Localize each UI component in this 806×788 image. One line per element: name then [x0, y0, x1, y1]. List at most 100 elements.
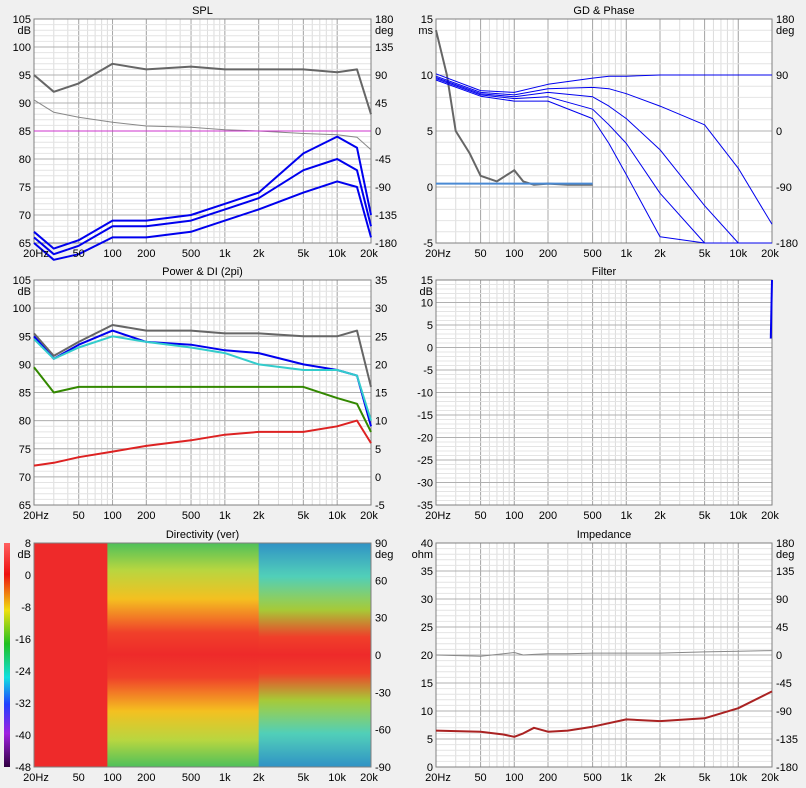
y-tick-label: 25: [421, 622, 433, 634]
y-axis-unit: ms: [418, 25, 433, 37]
chart-title: Filter: [592, 266, 617, 278]
y2-tick-label: 180: [776, 538, 794, 550]
y2-tick-label: -135: [375, 210, 397, 222]
y-axis-unit: dB: [18, 286, 31, 298]
x-tick-label: 2k: [253, 510, 265, 522]
x-tick-label: 2k: [654, 510, 666, 522]
y-tick-label: -32: [15, 698, 31, 710]
y-tick-label: 100: [13, 303, 31, 315]
x-tick-label: 20Hz: [23, 510, 49, 522]
chart-panel-5: Directivity (ver) 20Hz 50 100 200 500 1k 2k 5k 10…: [4, 529, 393, 784]
x-tick-label: 10k: [729, 248, 747, 260]
x-tick-label: 5k: [298, 510, 310, 522]
x-tick-label: 20k: [360, 248, 378, 260]
y-tick-label: -24: [15, 666, 31, 678]
y2-tick-label: 90: [776, 70, 788, 82]
y-tick-label: 90: [19, 359, 31, 371]
y2-axis-unit: deg: [776, 549, 794, 561]
x-tick-label: 1k: [620, 772, 632, 784]
x-tick-label: 20Hz: [425, 772, 451, 784]
y2-tick-label: 90: [375, 70, 387, 82]
y-tick-label: 5: [427, 320, 433, 332]
y-tick-label: 10: [421, 298, 433, 310]
x-tick-label: 5k: [298, 248, 310, 260]
y-tick-label: 8: [25, 538, 31, 550]
y2-tick-label: 30: [375, 303, 387, 315]
y2-tick-label: -90: [776, 706, 792, 718]
y-tick-label: 20: [421, 650, 433, 662]
y-tick-label: 40: [421, 538, 433, 550]
x-tick-label: 2k: [654, 772, 666, 784]
y-tick-label: 100: [13, 42, 31, 54]
y-tick-label: 35: [421, 566, 433, 578]
colorbar: [4, 543, 10, 767]
series-line: [33, 62, 372, 115]
x-tick-label: 50: [73, 248, 85, 260]
x-tick-label: 1k: [620, 248, 632, 260]
chart-panel-1: SPL 20Hz 50 100 200 500 1k 2k 5k 10k 20k 105 100 95 90…: [13, 5, 397, 261]
x-tick-label: 2k: [253, 772, 265, 784]
plot-border: [435, 279, 773, 506]
y2-tick-label: 0: [776, 650, 782, 662]
y2-tick-label: 90: [375, 538, 387, 550]
y-tick-label: 65: [19, 500, 31, 512]
y-tick-label: 0: [25, 570, 31, 582]
y-axis-unit: dB: [420, 286, 433, 298]
y-axis-unit: ohm: [412, 549, 433, 561]
x-tick-label: 5k: [699, 248, 711, 260]
x-tick-label: 20Hz: [23, 248, 49, 260]
y-axis-unit: dB: [18, 549, 31, 561]
x-tick-label: 1k: [219, 248, 231, 260]
x-tick-label: 10k: [729, 510, 747, 522]
plot-border: [33, 542, 372, 768]
y-tick-label: -5: [423, 365, 433, 377]
x-tick-label: 200: [539, 248, 557, 260]
chart-title: SPL: [192, 5, 213, 17]
y2-tick-label: 45: [375, 98, 387, 110]
phase-line: [435, 73, 772, 93]
y-tick-label: -5: [423, 238, 433, 250]
y2-tick-label: 30: [375, 613, 387, 625]
chart-title: Power & DI (2pi): [162, 266, 243, 278]
chart-title: Impedance: [577, 529, 631, 541]
x-tick-label: 20k: [360, 772, 378, 784]
x-tick-label: 500: [583, 248, 601, 260]
series-line: [435, 650, 773, 657]
y2-tick-label: 0: [776, 126, 782, 138]
x-tick-label: 20Hz: [23, 772, 49, 784]
x-tick-label: 500: [182, 772, 200, 784]
series-line: [33, 99, 372, 151]
y-tick-label: 5: [427, 734, 433, 746]
series-line: [33, 135, 372, 250]
x-tick-label: 50: [474, 510, 486, 522]
x-tick-label: 50: [474, 772, 486, 784]
y-tick-label: 80: [19, 154, 31, 166]
y2-axis-unit: deg: [375, 549, 393, 561]
x-tick-label: 10k: [729, 772, 747, 784]
y-axis-unit: dB: [18, 25, 31, 37]
y-tick-label: 90: [19, 98, 31, 110]
x-tick-label: 2k: [654, 248, 666, 260]
x-tick-label: 5k: [699, 510, 711, 522]
y-tick-label: -15: [417, 410, 433, 422]
x-tick-label: 200: [539, 510, 557, 522]
x-tick-label: 5k: [699, 772, 711, 784]
x-tick-label: 50: [73, 510, 85, 522]
x-tick-label: 1k: [219, 772, 231, 784]
y-tick-label: 85: [19, 388, 31, 400]
y-tick-label: 10: [421, 70, 433, 82]
y2-tick-label: 5: [375, 444, 381, 456]
x-tick-label: 1k: [620, 510, 632, 522]
y2-tick-label: 180: [375, 14, 393, 26]
y-tick-label: 105: [13, 275, 31, 287]
y2-tick-label: -90: [375, 762, 391, 774]
directivity-heatmap-band: [258, 543, 371, 767]
series-line: [33, 180, 372, 261]
y-tick-label: 95: [19, 70, 31, 82]
x-tick-label: 50: [474, 248, 486, 260]
x-tick-label: 20k: [360, 510, 378, 522]
